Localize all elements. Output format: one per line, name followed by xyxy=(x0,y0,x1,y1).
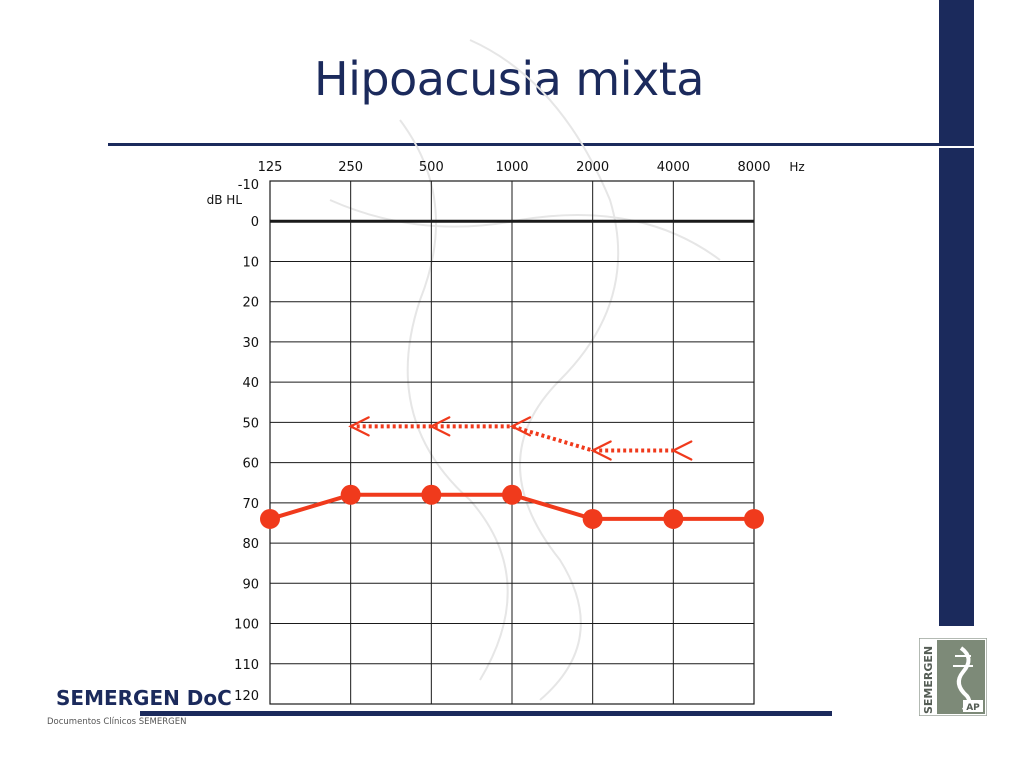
series-0-point-1000 xyxy=(502,484,522,505)
series-0-point-250 xyxy=(340,484,361,505)
brand-name: SEMERGEN DoC xyxy=(56,686,232,710)
y-tick-0: 0 xyxy=(251,215,259,230)
y-tick--10: -10 xyxy=(238,178,259,193)
slide-title: Hipoacusia mixta xyxy=(314,52,704,106)
y-tick-120: 120 xyxy=(234,689,259,704)
y-tick-20: 20 xyxy=(242,296,259,311)
series-1-marker-500 xyxy=(428,416,451,437)
y-tick-70: 70 xyxy=(242,497,259,512)
x-tick-500: 500 xyxy=(419,160,444,175)
y-tick-60: 60 xyxy=(242,457,259,472)
series-0-point-125 xyxy=(260,508,280,529)
series-1-line xyxy=(350,424,674,453)
y-tick-90: 90 xyxy=(242,577,259,592)
watermark-stroke-1 xyxy=(469,39,620,701)
right-accent-bar xyxy=(939,0,974,626)
watermark-logo xyxy=(329,39,721,701)
series-0-point-500 xyxy=(421,484,442,505)
y-tick-80: 80 xyxy=(242,537,259,552)
series-1-marker-2000 xyxy=(590,440,612,461)
grid-layer xyxy=(269,180,755,705)
y-tick-10: 10 xyxy=(242,255,259,270)
x-tick-125: 125 xyxy=(258,160,283,175)
logo-text: SEMERGEN xyxy=(922,646,935,714)
series-0-point-2000 xyxy=(582,508,603,529)
y-tick-100: 100 xyxy=(234,618,259,633)
x-tick-250: 250 xyxy=(338,160,363,175)
series-1-marker-1000 xyxy=(509,416,532,437)
x-tick-1000: 1000 xyxy=(495,160,528,175)
y-tick-50: 50 xyxy=(242,416,259,431)
x-tick-8000: 8000 xyxy=(737,160,770,175)
title-divider xyxy=(108,143,974,146)
ticks-layer: 125 250 500 1000 2000 4000 8000 Hz -10 0 10 20 30 40 5… xyxy=(207,160,805,704)
y-tick-30: 30 xyxy=(242,336,259,351)
logo-badge: AP xyxy=(966,703,980,713)
series-1-marker-4000 xyxy=(670,440,693,461)
series-0-point-8000 xyxy=(744,508,764,529)
brand-subtitle: Documentos Clínicos SEMERGEN xyxy=(47,717,187,727)
y-tick-110: 110 xyxy=(234,658,259,673)
x-tick-4000: 4000 xyxy=(657,160,690,175)
x-tick-2000: 2000 xyxy=(576,160,609,175)
footer-divider xyxy=(140,711,832,716)
y-unit-label: dB HL xyxy=(207,193,243,207)
series-1-marker-250 xyxy=(348,416,370,437)
x-unit-label: Hz xyxy=(789,160,804,174)
series-layer xyxy=(260,416,764,529)
series-0-point-4000 xyxy=(663,508,684,529)
watermark-stroke-2 xyxy=(399,119,509,681)
semergen-logo: SEMERGEN AP xyxy=(919,638,987,716)
y-tick-40: 40 xyxy=(242,376,259,391)
watermark-stroke-3 xyxy=(329,199,721,261)
